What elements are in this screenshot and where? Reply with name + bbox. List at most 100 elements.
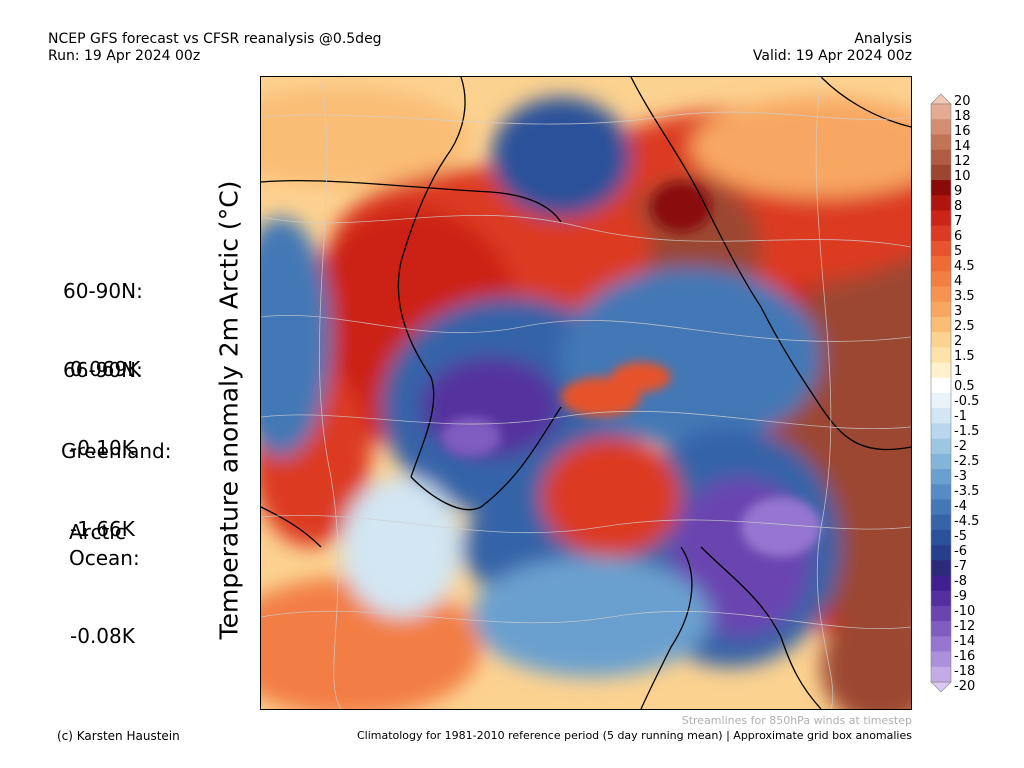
colorbar-tick-label: 1.5 [954,349,975,364]
colorbar-swatch [931,195,951,211]
colorbar-swatch [931,210,951,226]
stat-value: 0.069K [70,357,141,381]
colorbar-tick-label: -0.5 [954,394,980,409]
stat-value: -1.66K [70,517,135,541]
colorbar-tick-label: -3 [954,469,967,484]
stat-value: -0.10K [70,436,135,460]
colorbar-swatch [931,529,951,546]
colorbar-swatch [931,347,951,363]
colorbar-swatch [931,453,951,470]
y-axis-label: Temperature anomaly 2m Arctic (°C) [214,180,244,640]
stat-label: 60-90N: [63,279,143,303]
anomaly-detail [441,182,821,557]
colorbar-swatch [931,423,951,439]
model-title: NCEP GFS forecast vs CFSR reanalysis @0.… [48,31,382,47]
colorbar-tick-label: 6 [954,229,963,244]
colorbar-tick-label: 7 [954,214,963,229]
colorbar-tick-label: -14 [954,634,976,649]
coastlines [261,77,911,709]
colorbar-swatch [931,438,951,455]
colorbar-swatch [931,164,951,181]
anomaly-map [260,76,912,710]
colorbar-min-arrow [930,681,952,693]
colorbar-tick-label: 12 [954,154,971,169]
stat-label: 66-90N: [63,358,143,382]
colorbar-tick-label: 14 [954,139,971,154]
colorbar [930,93,952,693]
colorbar-swatch [931,545,951,561]
colorbar-swatch [931,119,951,135]
header-left: NCEP GFS forecast vs CFSR reanalysis @0.… [48,31,382,65]
colorbar-swatch [931,651,951,668]
colorbar-tick-label: -2 [954,439,967,454]
colorbar-swatch [931,621,951,637]
colorbar-swatch [931,316,951,333]
colorbar-tick-label: 18 [954,109,971,124]
colorbar-tick-label: -3.5 [954,484,980,499]
colorbar-swatch [931,256,951,272]
colorbar-tick-label: -18 [954,664,976,679]
colorbar-tick-label: -6 [954,544,967,559]
valid-time: Valid: 19 Apr 2024 00z [752,48,912,64]
colorbar-swatch [931,225,951,242]
colorbar-tick-label: 4.5 [954,259,975,274]
colorbar-swatch [931,332,951,348]
colorbar-swatch [931,499,951,515]
colorbar-tick-label: -7 [954,559,967,574]
colorbar-swatch [931,560,951,576]
colorbar-tick-label: -12 [954,619,976,634]
colorbar-swatch [931,590,951,607]
colorbar-swatch [931,301,951,318]
colorbar-tick-label: 2.5 [954,319,975,334]
colorbar-swatch [931,393,951,409]
colorbar-tick-label: -1 [954,409,967,424]
stat-arctic-ocean: Arctic Ocean: -0.08K [69,467,140,675]
analysis-label: Analysis [854,31,912,47]
colorbar-tick-label: -20 [954,679,976,694]
colorbar-tick-label: 1 [954,364,963,379]
colorbar-tick-label: 9 [954,184,963,199]
colorbar-frame [930,103,952,683]
stat-60-90n: 60-90N: 0.069K [63,226,143,408]
colorbar-swatch [931,180,951,196]
anomaly-field [261,77,911,709]
colorbar-tick-label: -2.5 [954,454,980,469]
stat-66-90n: 66-90N: -0.10K [63,305,143,487]
colorbar-swatch [931,104,951,120]
colorbar-swatch [931,575,951,592]
colorbar-swatch [931,666,951,683]
colorbar-swatch [931,636,951,652]
colorbar-swatch [931,377,951,394]
stat-value: -0.08K [70,624,135,648]
colorbar-tick-label: 3.5 [954,289,975,304]
colorbar-tick-label: -8 [954,574,967,589]
colorbar-swatch [931,134,951,150]
colorbar-swatch [931,484,951,500]
colorbar-tick-label: 20 [954,94,971,109]
colorbar-swatch [931,286,951,303]
colorbar-tick-label: 2 [954,334,963,349]
colorbar-tick-label: 8 [954,199,963,214]
colorbar-tick-label: -4 [954,499,967,514]
colorbar-tick-label: -5 [954,529,967,544]
colorbar-tick-label: 5 [954,244,963,259]
run-time: Run: 19 Apr 2024 00z [48,48,201,64]
climatology-note: Climatology for 1981-2010 reference peri… [356,729,912,742]
colorbar-tick-label: -1.5 [954,424,980,439]
credit: (c) Karsten Haustein [57,729,180,743]
colorbar-swatch [931,514,951,531]
colorbar-max-arrow [930,93,952,105]
colorbar-swatch [931,469,951,485]
colorbar-swatch [931,271,951,287]
colorbar-swatch [931,362,951,379]
colorbar-tick-label: -9 [954,589,967,604]
colorbar-tick-label: 4 [954,274,963,289]
streamlines-note: Streamlines for 850hPa winds at timestep [681,714,912,727]
colorbar-tick-label: 10 [954,169,971,184]
colorbar-tick-label: -16 [954,649,976,664]
wind-streamlines [261,77,911,709]
colorbar-tick-label: 0.5 [954,379,975,394]
stat-greenland: Greenland: -1.66K [61,386,172,568]
header-right: Analysis Valid: 19 Apr 2024 00z [753,31,912,65]
colorbar-tick-label: -10 [954,604,976,619]
